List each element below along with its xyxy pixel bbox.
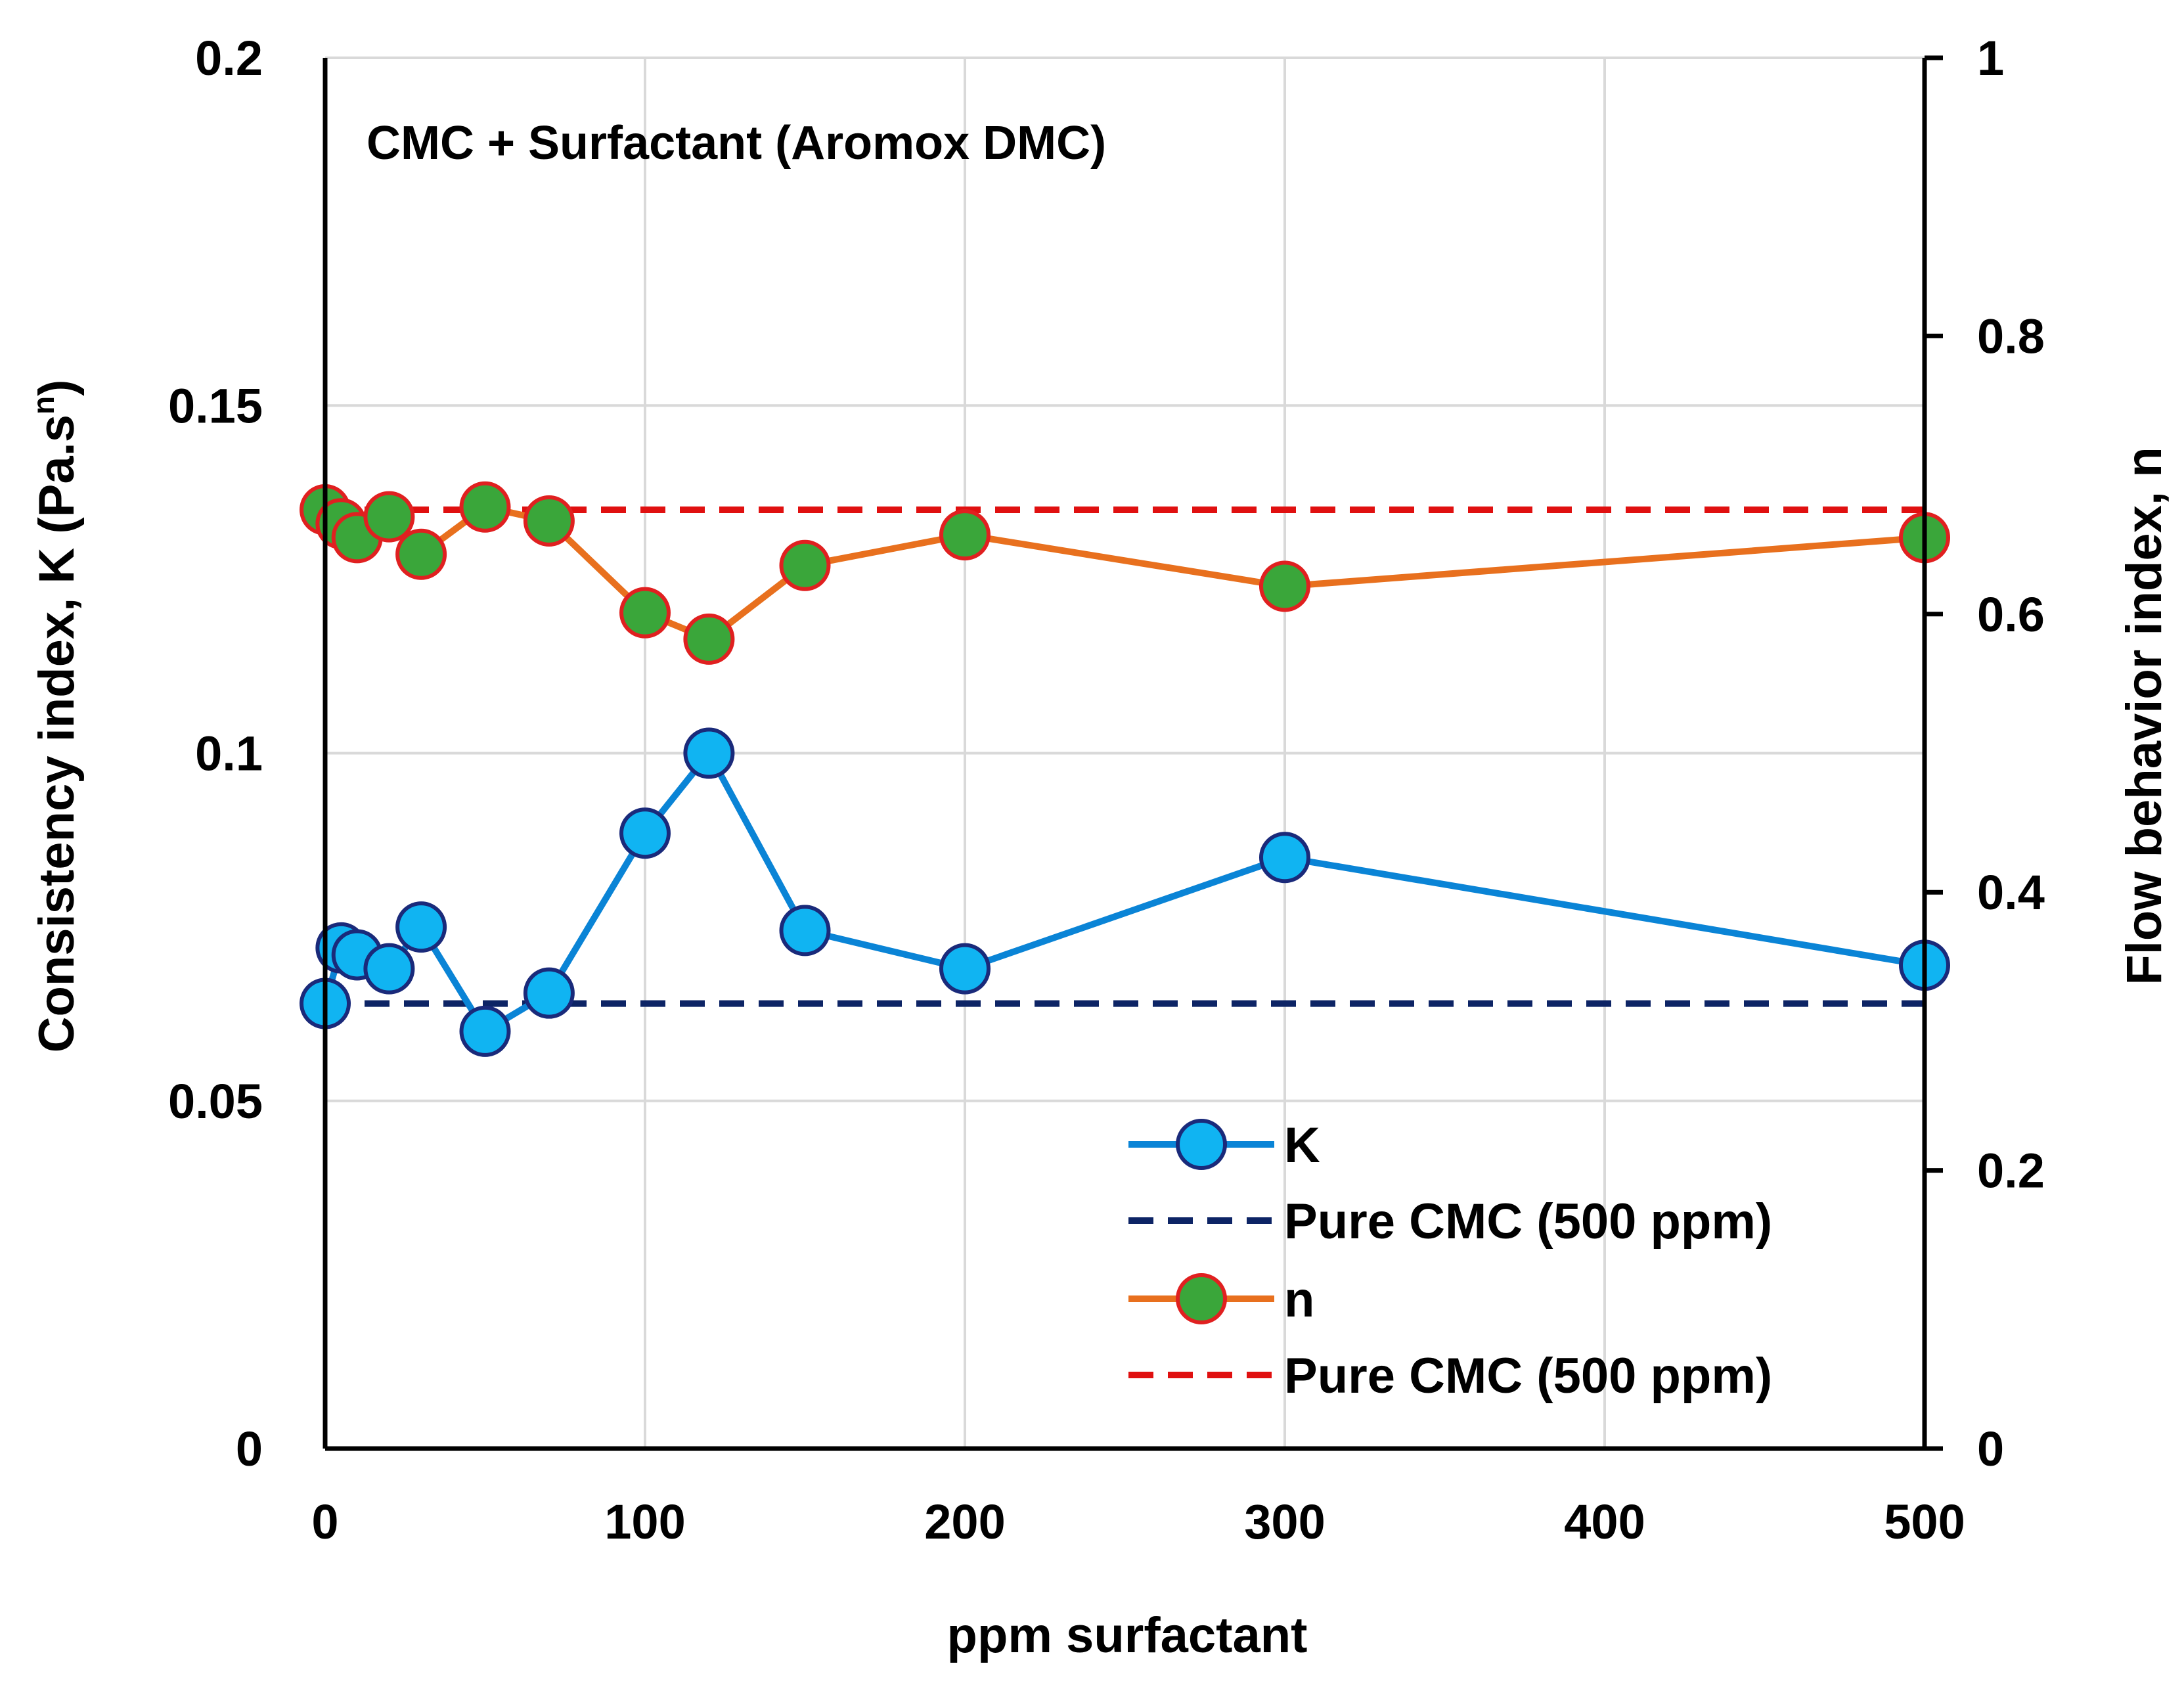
data-point-k <box>779 905 831 957</box>
data-point-k <box>939 943 991 995</box>
y2-tick-label: 1 <box>1977 31 2004 85</box>
y2-tick-label: 0 <box>1977 1422 2004 1476</box>
data-point-n <box>459 481 511 533</box>
data-series <box>300 481 1950 1057</box>
data-point-n <box>779 539 831 591</box>
legend-entry: Pure CMC (500 ppm) <box>1128 1194 1772 1250</box>
legend-label: Pure CMC (500 ppm) <box>1284 1348 1772 1404</box>
data-point-n <box>1259 560 1310 612</box>
x-tick-label: 200 <box>924 1495 1005 1549</box>
y-tick-label: 0.15 <box>168 378 263 433</box>
y2-tick-label: 0.6 <box>1977 587 2045 642</box>
legend: K Pure CMC (500 ppm) n Pure CMC (500 ppm) <box>1128 1117 1772 1404</box>
data-point-n <box>523 495 575 547</box>
x-axis-title: ppm surfactant <box>947 1608 1308 1663</box>
legend-entry: K <box>1128 1117 1320 1173</box>
legend-swatch-marker <box>1176 1273 1227 1324</box>
data-point-k <box>619 807 671 859</box>
data-point-k <box>1259 832 1310 884</box>
x-tick-label: 300 <box>1244 1495 1325 1549</box>
x-tick-label: 0 <box>311 1495 338 1549</box>
axes <box>323 55 1943 1451</box>
y-axis-title-superscript: n <box>26 396 60 415</box>
y-tick-label: 0.05 <box>168 1074 263 1129</box>
data-point-n <box>619 587 671 639</box>
x-tick-label: 100 <box>604 1495 685 1549</box>
tick-labels: 0 100 200 300 400 50000.050.10.150.200.20.40.… <box>168 31 2045 1549</box>
legend-label: K <box>1284 1117 1320 1173</box>
data-point-k <box>683 727 735 779</box>
y-tick-label: 0.1 <box>195 727 263 781</box>
y2-tick-label: 0.4 <box>1977 865 2045 920</box>
data-point-n <box>363 491 415 543</box>
series-n <box>300 481 1950 665</box>
y-axis-title-main: Consistency index, K (Pa.s <box>29 415 85 1052</box>
reference-lines <box>325 507 1925 1007</box>
legend-label: Pure CMC (500 ppm) <box>1284 1194 1772 1250</box>
chart-title: CMC + Surfactant (Aromox DMC) <box>367 117 1106 169</box>
legend-swatch-marker <box>1176 1119 1227 1170</box>
data-point-k <box>363 943 415 995</box>
y-axis-title-close: ) <box>29 380 85 396</box>
y-tick-label: 0 <box>236 1422 263 1476</box>
y2-tick-label: 0.2 <box>1977 1144 2045 1198</box>
y-tick-label: 0.2 <box>195 31 263 85</box>
data-point-n <box>683 613 735 665</box>
data-point-k <box>523 967 575 1019</box>
data-point-n <box>939 509 991 561</box>
legend-entry: n <box>1128 1272 1314 1328</box>
y-axis-title: Consistency index, K (Pa.sn) <box>26 380 85 1053</box>
x-tick-label: 500 <box>1884 1495 1965 1549</box>
legend-label: n <box>1284 1272 1314 1328</box>
data-point-n <box>395 528 447 580</box>
data-point-k <box>459 1005 511 1057</box>
y2-tick-label: 0.8 <box>1977 309 2045 363</box>
y2-axis-title: Flow behavior index, n <box>2116 447 2172 985</box>
data-point-k <box>395 901 447 953</box>
legend-entry: Pure CMC (500 ppm) <box>1128 1348 1772 1404</box>
x-tick-label: 400 <box>1564 1495 1645 1549</box>
